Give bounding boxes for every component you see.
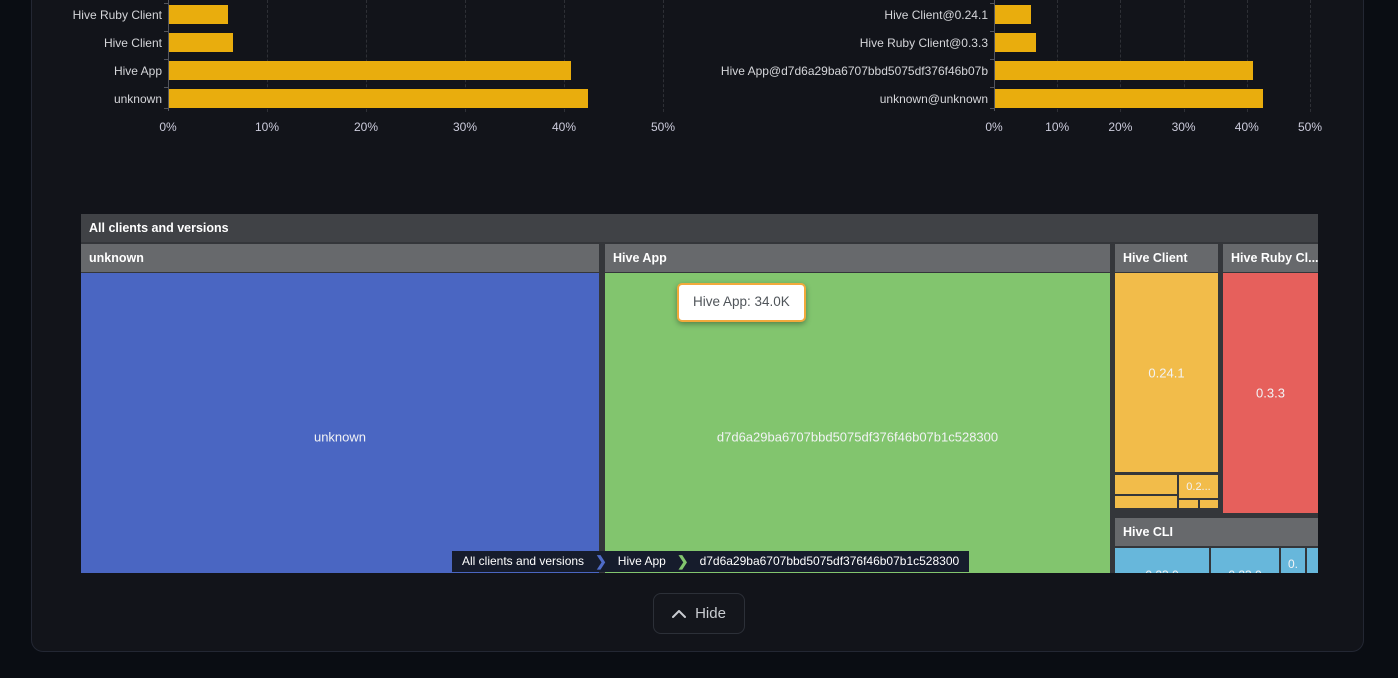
x-gridline <box>1310 0 1311 112</box>
axis-tick <box>990 59 994 60</box>
treemap-cell[interactable] <box>1115 475 1177 494</box>
chevron-up-icon <box>672 609 687 618</box>
bar[interactable] <box>169 5 229 24</box>
x-tick-label: 30% <box>1171 120 1196 134</box>
category-label: Hive Client@0.24.1 <box>884 7 988 22</box>
treemap-cell-label: 0.23.0 <box>1228 568 1261 573</box>
treemap-tooltip: Hive App: 34.0K <box>677 283 806 322</box>
axis-tick <box>164 108 168 109</box>
x-gridline <box>1057 0 1059 112</box>
treemap-cell[interactable] <box>1307 548 1318 573</box>
treemap-cell[interactable] <box>1115 496 1177 508</box>
hide-button-label: Hide <box>695 605 726 622</box>
treemap-cell-label: 0.23.0 <box>1145 568 1178 573</box>
bar-chart-client-versions-share: 0% 10% 20% 30% 40% 50% Hive Client@0.24.1 Hive … <box>0 0 1398 140</box>
bar[interactable] <box>169 33 234 52</box>
treemap-cell[interactable] <box>1115 548 1209 573</box>
hide-button[interactable]: Hide <box>653 593 745 634</box>
treemap-cell[interactable] <box>1223 273 1318 513</box>
breadcrumb-item[interactable]: All clients and versions <box>452 551 595 572</box>
breadcrumb-chevron-icon: ❯ <box>675 551 690 572</box>
treemap-all-clients-and-versions: All clients and versions unknown unknown Hi… <box>81 214 1318 573</box>
x-gridline <box>1120 0 1122 112</box>
bar[interactable] <box>995 5 1031 24</box>
x-tick-label: 40% <box>1234 120 1259 134</box>
x-tick-label: 0% <box>159 120 177 134</box>
x-gridline <box>465 0 466 112</box>
treemap-root-header[interactable]: All clients and versions <box>81 214 1318 242</box>
treemap-cell-label: 0.3.3 <box>1256 385 1285 401</box>
bar[interactable] <box>169 89 588 108</box>
axis-tick <box>990 108 994 109</box>
x-tick-label: 20% <box>1108 120 1133 134</box>
bar-chart-clients-share: 0% 10% 20% 30% 40% 50% Hive Ruby Client Hive Cl… <box>0 0 1398 140</box>
treemap-cell-label: 0.2... <box>1186 480 1211 493</box>
treemap-group-header[interactable]: Hive CLI <box>1115 518 1318 546</box>
axis-tick <box>164 59 168 60</box>
bar[interactable] <box>995 61 1253 80</box>
x-gridline <box>1246 0 1248 112</box>
category-label: Hive Ruby Client <box>72 7 162 22</box>
treemap-cell[interactable] <box>1281 548 1305 573</box>
treemap-cell[interactable] <box>1200 500 1218 508</box>
category-label: Hive Client <box>103 35 162 50</box>
treemap-group-header[interactable]: Hive App <box>605 244 1110 272</box>
bar[interactable] <box>995 33 1037 52</box>
treemap-cell-label: 0. <box>1287 557 1299 571</box>
x-gridline <box>1183 0 1185 112</box>
x-tick-label: 50% <box>650 120 676 134</box>
axis-tick <box>990 87 994 88</box>
breadcrumb-item[interactable]: d7d6a29ba6707bbd5075df376f46b07b1c528300 <box>689 551 970 572</box>
x-gridline <box>663 0 664 112</box>
x-tick-label: 30% <box>452 120 478 134</box>
x-gridline <box>267 0 268 112</box>
axis-tick <box>990 31 994 32</box>
treemap-breadcrumb: All clients and versions ❯ Hive App ❯ d7d6a2… <box>452 551 970 572</box>
x-tick-label: 40% <box>551 120 577 134</box>
x-gridline <box>564 0 565 112</box>
x-tick-label: 0% <box>985 120 1003 134</box>
y-axis-line <box>168 0 169 111</box>
x-tick-label: 20% <box>353 120 379 134</box>
treemap-cell[interactable] <box>81 273 599 573</box>
category-label: unknown@unknown <box>879 91 988 106</box>
category-label: unknown <box>113 91 162 106</box>
y-axis-line <box>994 0 995 111</box>
treemap-cell-label: 0.24.1 <box>1148 365 1185 380</box>
treemap-cell[interactable] <box>1115 273 1218 472</box>
treemap-cell-label: d7d6a29ba6707bbd5075df376f46b07b1c528300 <box>716 429 999 445</box>
tooltip-text: Hive App: 34.0K <box>693 294 790 309</box>
category-label: Hive Ruby Client@0.3.3 <box>859 35 988 50</box>
treemap-cell[interactable] <box>1179 500 1198 508</box>
bar[interactable] <box>169 61 571 80</box>
breadcrumb-item[interactable]: Hive App <box>607 551 676 572</box>
treemap-group-header[interactable]: Hive Client <box>1115 244 1218 272</box>
bar[interactable] <box>995 89 1263 108</box>
treemap-cell[interactable] <box>605 273 1110 573</box>
category-label: Hive App <box>113 63 162 78</box>
axis-tick <box>164 31 168 32</box>
treemap-cell-label: unknown <box>313 429 367 445</box>
x-gridline <box>366 0 367 112</box>
treemap-cell[interactable] <box>1211 548 1279 573</box>
treemap-cell[interactable] <box>1179 475 1218 498</box>
category-label: Hive App@d7d6a29ba6707bbd5075df376f46b07… <box>720 63 988 78</box>
x-tick-label: 50% <box>1297 120 1323 134</box>
x-tick-label: 10% <box>254 120 280 134</box>
breadcrumb-chevron-icon: ❯ <box>594 551 608 572</box>
treemap-group-header[interactable]: Hive Ruby Cl... <box>1223 244 1318 272</box>
axis-tick <box>164 87 168 88</box>
axis-tick <box>164 3 168 4</box>
treemap-group-header[interactable]: unknown <box>81 244 599 272</box>
x-tick-label: 10% <box>1045 120 1070 134</box>
axis-tick <box>990 3 994 4</box>
